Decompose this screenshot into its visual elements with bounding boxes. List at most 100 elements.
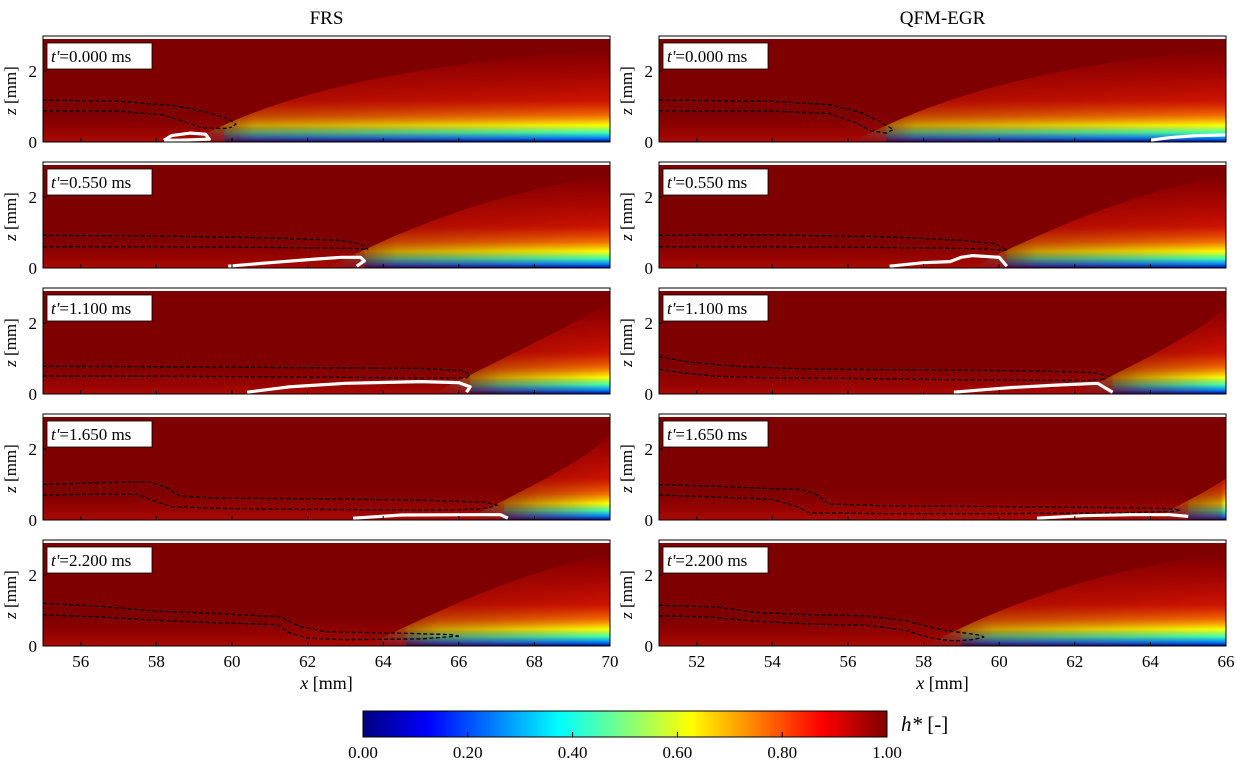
dashed-contour (43, 480, 499, 509)
near-wall-glow (659, 618, 962, 646)
thermal-layer (851, 49, 1226, 142)
x-tick-label: 70 (602, 652, 619, 671)
y-tick-label: 2 (29, 188, 38, 207)
near-wall-glow (43, 240, 365, 268)
x-tick-label: 56 (72, 652, 89, 671)
thermal-layer (326, 175, 610, 268)
panel: t'=2.200 ms 0 2 z [mm] 56 58 60 62 64 66 68 70 x [mm… (1, 539, 619, 693)
column-title: FRS (310, 8, 344, 29)
panel-frame (658, 539, 1227, 647)
colorbar-tick-label: 0.60 (663, 743, 693, 762)
thermal-layer (1149, 427, 1226, 520)
panel-frame (42, 287, 611, 395)
column-title: QFM-EGR (900, 8, 986, 29)
y-tick-label: 0 (645, 637, 654, 656)
time-label-box (46, 420, 153, 448)
y-tick-label: 2 (645, 440, 654, 459)
panel-frame (658, 413, 1227, 521)
dashed-contour (43, 602, 459, 637)
y-tick-label: 0 (645, 133, 654, 152)
y-tick-label: 2 (645, 188, 654, 207)
dashed-contour (659, 494, 1181, 515)
white-contour (246, 380, 472, 394)
time-label: t'=2.200 ms (51, 551, 131, 570)
x-tick-label: 66 (450, 652, 467, 671)
x-tick-label: 58 (915, 652, 932, 671)
dashed-contour (43, 614, 459, 641)
time-label-box (662, 294, 769, 322)
panel-frame (42, 35, 611, 143)
y-tick-label: 0 (645, 385, 654, 404)
y-axis-label: z [mm] (1, 318, 20, 368)
panel-frame (42, 539, 611, 647)
time-label-box (46, 168, 153, 196)
colorbar-tick-label: 1.00 (872, 743, 902, 762)
dashed-contour (659, 368, 1106, 382)
time-label: t'=1.650 ms (51, 425, 131, 444)
time-label: t'=1.100 ms (51, 299, 131, 318)
thermal-layer (1075, 301, 1226, 394)
thermal-layer (366, 553, 610, 646)
y-axis-label: z [mm] (617, 192, 636, 242)
thermal-layer (188, 49, 610, 142)
y-tick-label: 0 (645, 259, 654, 278)
time-label: t'=0.550 ms (667, 173, 747, 192)
y-tick-label: 2 (645, 566, 654, 585)
dashed-contour (43, 246, 369, 251)
x-tick-label: 60 (224, 652, 241, 671)
x-tick-label: 54 (764, 652, 782, 671)
dashed-contour (659, 99, 895, 134)
y-axis-label: z [mm] (1, 570, 20, 620)
y-tick-label: 2 (29, 62, 38, 81)
x-tick-label: 52 (688, 652, 705, 671)
panel: t'=1.100 ms 0 2 z [mm] (1, 287, 611, 404)
dashed-contour (43, 493, 490, 511)
time-label: t'=0.000 ms (667, 47, 747, 66)
time-label-box (662, 168, 769, 196)
time-label-box (662, 42, 769, 70)
white-contour (163, 131, 211, 142)
time-label-box (46, 294, 153, 322)
panel-frame (658, 161, 1227, 269)
x-tick-label: 64 (375, 652, 393, 671)
y-tick-label: 2 (645, 314, 654, 333)
time-label: t'=0.550 ms (51, 173, 131, 192)
white-contour (953, 381, 1114, 394)
panel: t'=1.100 ms 0 2 z [mm] (617, 287, 1227, 404)
y-tick-label: 0 (29, 133, 38, 152)
panel-frame (658, 287, 1227, 395)
colorbar: 0.00 0.20 0.40 0.60 0.80 1.00 h* [-] (348, 710, 948, 762)
thermal-layer (923, 553, 1226, 646)
near-wall-glow (43, 366, 471, 394)
y-tick-label: 0 (645, 511, 654, 530)
y-tick-label: 2 (29, 566, 38, 585)
dashed-contour (43, 365, 472, 379)
panel-frame (42, 161, 611, 269)
x-axis-label: x [mm] (915, 673, 969, 693)
dashed-contour (43, 99, 237, 128)
x-tick-label: 64 (1142, 652, 1160, 671)
panel: t'=0.000 ms 0 2 z [mm] (617, 35, 1227, 152)
colorbar-gradient (362, 710, 888, 738)
time-label: t'=1.100 ms (667, 299, 747, 318)
near-wall-glow (43, 114, 225, 142)
thermal-layer (970, 175, 1226, 268)
dashed-contour (659, 615, 985, 642)
colorbar-tick-label: 0.40 (558, 743, 588, 762)
y-tick-label: 0 (29, 637, 38, 656)
time-label-box (46, 42, 153, 70)
time-label: t'=2.200 ms (667, 551, 747, 570)
time-label: t'=0.000 ms (51, 47, 131, 66)
y-axis-label: z [mm] (1, 192, 20, 242)
dashed-contour (43, 234, 369, 251)
y-axis-label: z [mm] (617, 570, 636, 620)
colorbar-tick-label: 0.00 (348, 743, 378, 762)
y-tick-label: 2 (29, 314, 38, 333)
white-contour (889, 254, 1009, 268)
panel: t'=1.650 ms 0 2 z [mm] (1, 413, 611, 530)
panel: t'=0.550 ms 0 2 z [mm] (617, 161, 1227, 278)
dashed-contour (659, 234, 1008, 251)
panel: t'=0.000 ms 0 2 z [mm] (1, 35, 611, 152)
